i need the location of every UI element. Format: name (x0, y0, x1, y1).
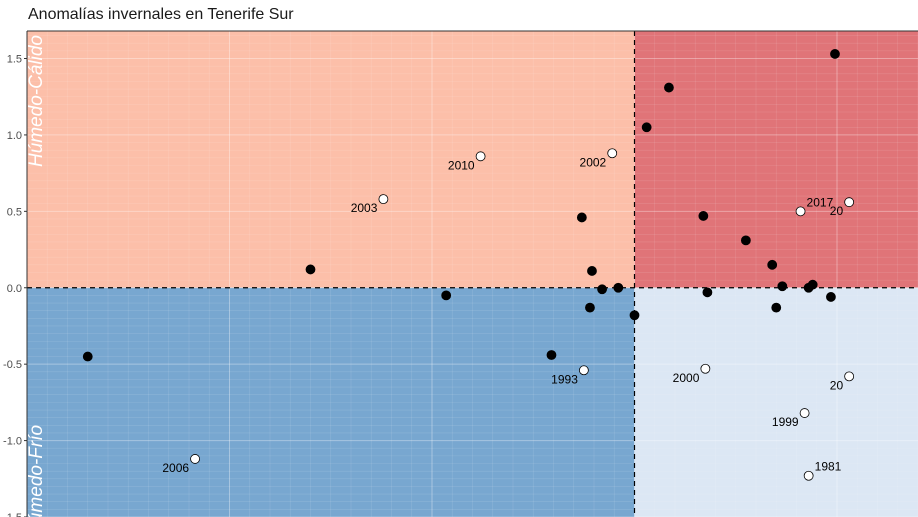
data-point (585, 303, 594, 312)
data-point (664, 83, 673, 92)
point-label: 2006 (162, 461, 189, 475)
data-point (778, 282, 787, 291)
y-tick-label: -1.5 (3, 512, 22, 517)
data-point-labeled (701, 364, 710, 373)
y-tick-label: -0.5 (3, 359, 22, 371)
point-label: 1993 (551, 372, 578, 386)
point-label: 20 (830, 378, 844, 392)
data-point (808, 280, 817, 289)
point-label: 2000 (673, 371, 700, 385)
y-tick-label: 0.5 (7, 206, 22, 218)
data-point (306, 265, 315, 274)
data-point (442, 291, 451, 300)
y-tick-label: 1.5 (7, 54, 22, 66)
data-point (547, 351, 556, 360)
data-point-labeled (845, 198, 854, 207)
data-point-labeled (579, 366, 588, 375)
y-axis: 1.5 1.0 0.5 0.0 -0.5 -1.0 -1.5 (3, 54, 27, 517)
plot-panel: Húmedo-Cálido Húmedo-Frío 2006 2003 2010 19… (26, 31, 918, 517)
point-label: 2002 (580, 155, 607, 169)
point-label: 20 (830, 204, 844, 218)
data-point (830, 49, 839, 58)
y-tick-label: -1.0 (3, 436, 22, 448)
data-point (630, 311, 639, 320)
data-point (703, 288, 712, 297)
data-point-labeled (796, 207, 805, 216)
data-point-labeled (845, 372, 854, 381)
data-point (772, 303, 781, 312)
data-point (699, 211, 708, 220)
data-point (598, 285, 607, 294)
data-point (83, 352, 92, 361)
quadrant-label-bottom-left: Húmedo-Frío (26, 425, 47, 517)
data-point-labeled (476, 152, 485, 161)
point-label: 2003 (351, 201, 378, 215)
data-point-labeled (804, 471, 813, 480)
data-point-labeled (379, 195, 388, 204)
data-point (768, 260, 777, 269)
data-point (577, 213, 586, 222)
data-point-labeled (608, 149, 617, 158)
data-point (642, 123, 651, 132)
y-tick-label: 0.0 (7, 283, 22, 295)
y-tick-label: 1.0 (7, 130, 22, 142)
data-point (826, 292, 835, 301)
data-point-labeled (191, 454, 200, 463)
quadrant-label-top-left: Húmedo-Cálido (26, 35, 47, 167)
data-point-labeled (800, 409, 809, 418)
data-point (614, 283, 623, 292)
data-point (741, 236, 750, 245)
data-point (587, 266, 596, 275)
point-label: 2010 (448, 158, 475, 172)
point-label: 1999 (772, 415, 799, 429)
point-label: 1981 (815, 460, 842, 474)
